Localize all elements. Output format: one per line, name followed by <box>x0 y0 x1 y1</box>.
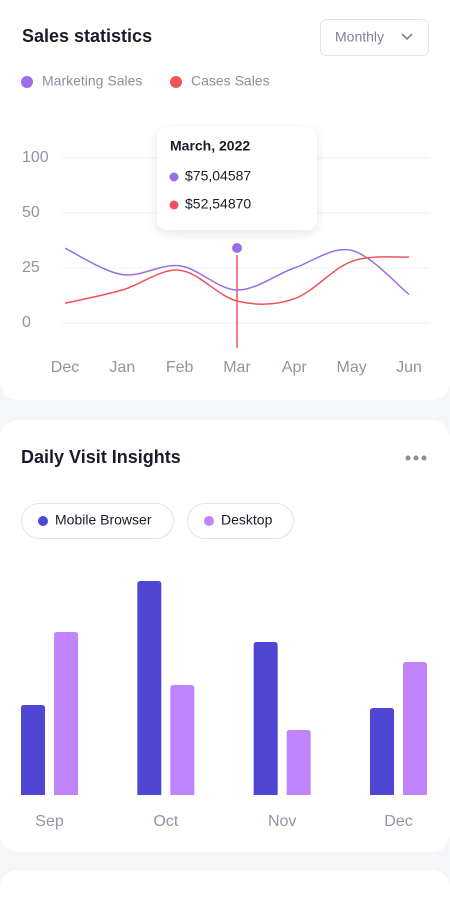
tooltip-title: March, 2022 <box>170 138 250 154</box>
tooltip-swatch <box>169 200 179 210</box>
tooltip-value: $52,54870 <box>185 196 251 212</box>
x-tick-label: Sep <box>35 813 64 830</box>
y-tick-label: 100 <box>22 149 49 166</box>
x-tick-label: Dec <box>51 359 79 376</box>
legend-label: Desktop <box>221 512 273 528</box>
legend-label: Marketing Sales <box>42 73 142 89</box>
bar <box>54 632 78 795</box>
bar <box>253 642 278 795</box>
card-title: Sales statistics <box>22 26 152 46</box>
legend-label: Mobile Browser <box>55 512 152 528</box>
card-title: Daily Visit Insights <box>21 447 181 467</box>
legend-swatch <box>21 76 33 88</box>
x-tick-label: Apr <box>282 359 308 376</box>
bar <box>170 685 195 795</box>
x-tick-label: Mar <box>223 359 251 376</box>
bar <box>370 708 394 795</box>
chevron-icon <box>401 33 413 41</box>
line-series <box>64 247 410 295</box>
line-series <box>64 256 410 305</box>
legend-pill[interactable] <box>21 503 174 539</box>
dropdown-label: Monthly <box>335 29 384 45</box>
dropdown[interactable] <box>320 19 429 56</box>
x-tick-label: Nov <box>268 813 296 830</box>
hover-dot <box>230 241 244 255</box>
x-tick-label: Feb <box>166 359 194 376</box>
bar <box>286 730 311 795</box>
legend-swatch <box>170 76 182 88</box>
legend-label: Cases Sales <box>191 73 270 89</box>
y-tick-label: 50 <box>22 204 40 221</box>
card <box>0 870 450 900</box>
tooltip-value: $75,04587 <box>185 168 251 184</box>
x-tick-label: Oct <box>153 813 178 830</box>
legend-pill[interactable] <box>187 503 294 539</box>
tooltip <box>157 127 317 230</box>
bar <box>21 705 45 795</box>
x-tick-label: Jan <box>109 359 135 376</box>
more-icon[interactable] <box>405 455 427 461</box>
bar <box>403 662 427 795</box>
bar <box>137 581 162 795</box>
tooltip-swatch <box>169 172 179 182</box>
x-tick-label: Jun <box>396 359 422 376</box>
x-tick-label: Dec <box>384 813 412 830</box>
y-tick-label: 25 <box>22 259 40 276</box>
legend-swatch <box>38 516 48 526</box>
x-tick-label: May <box>337 359 367 376</box>
legend-swatch <box>204 516 214 526</box>
y-tick-label: 0 <box>22 314 31 331</box>
